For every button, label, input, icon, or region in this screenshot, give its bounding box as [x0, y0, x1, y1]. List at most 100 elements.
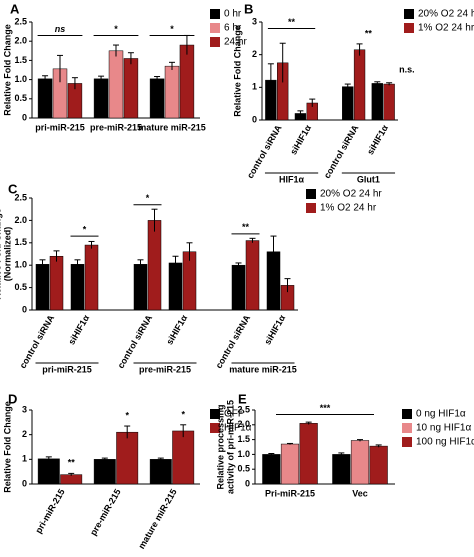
- x-tick-label: Vec: [352, 488, 368, 498]
- y-tick-label: 3: [252, 16, 257, 26]
- y-tick-label: 0.5: [14, 282, 27, 292]
- bar: [168, 262, 183, 311]
- y-tick-label: 1.0: [14, 74, 27, 84]
- x-tick-label: mature miR-215: [136, 487, 178, 550]
- legend-swatch: [404, 23, 414, 33]
- y-tick-label: 2.5: [237, 404, 250, 414]
- x-tick-label: pre-miR-215: [88, 487, 123, 537]
- y-tick-label: 1.0: [237, 449, 250, 459]
- group-label: pre-miR-215: [139, 364, 191, 374]
- x-tick-label: siHIF1α: [66, 313, 91, 347]
- bar: [245, 240, 260, 311]
- x-tick-label: siHIF1α: [365, 123, 390, 157]
- y-tick-label: 1.5: [237, 434, 250, 444]
- bar: [84, 244, 99, 311]
- y-tick-label: 2: [252, 49, 257, 59]
- bar: [299, 423, 318, 485]
- annotation: **: [242, 222, 250, 232]
- legend-label: 0 hr: [224, 9, 242, 20]
- y-axis-label: Relative Fold Change: [2, 24, 12, 116]
- legend-label: 24 hr: [224, 37, 247, 48]
- annotation: ns: [55, 24, 66, 34]
- bar: [149, 459, 172, 485]
- annotation: **: [68, 458, 76, 468]
- bar: [262, 454, 281, 485]
- legend-swatch: [210, 423, 220, 433]
- legend-swatch: [210, 23, 220, 33]
- panel-letter: E: [238, 391, 247, 406]
- y-tick-label: 0: [22, 112, 27, 122]
- annotation: *: [170, 24, 174, 34]
- annotation: ***: [320, 403, 331, 413]
- annotation: *: [146, 193, 150, 203]
- x-tick-label: siHIF1α: [288, 123, 313, 157]
- legend-swatch: [306, 203, 316, 213]
- y-tick-label: 2: [22, 429, 27, 439]
- group-label: HIF1α: [279, 174, 305, 184]
- y-tick-label: 0: [22, 478, 27, 488]
- legend-swatch: [402, 423, 412, 433]
- panel-letter: C: [8, 181, 18, 196]
- x-tick-label: mature miR-215: [138, 122, 206, 132]
- annotation: *: [125, 411, 129, 421]
- x-tick-label: pri-miR-215: [35, 122, 85, 132]
- bar: [49, 255, 64, 311]
- bar: [164, 65, 180, 119]
- bar: [280, 443, 300, 485]
- legend-label: 1% O2 24 hr: [320, 203, 377, 214]
- x-tick-label: siHIF1α: [262, 313, 287, 347]
- y-tick-label: 0.5: [14, 93, 27, 103]
- bar: [60, 474, 83, 485]
- bar: [116, 431, 139, 485]
- group-label: pri-miR-215: [42, 364, 92, 374]
- legend-swatch: [210, 37, 220, 47]
- bar: [37, 78, 53, 119]
- y-tick-label: 2.5: [14, 16, 27, 26]
- x-tick-label: control siRNA: [116, 313, 155, 370]
- bar: [383, 83, 395, 121]
- annotation: *: [83, 224, 87, 234]
- y-tick-label: 2.0: [14, 215, 27, 225]
- x-tick-label: pre-miR-215: [90, 122, 142, 132]
- y-tick-label: 2.0: [14, 36, 27, 46]
- bar: [133, 264, 148, 311]
- bar: [149, 78, 165, 119]
- legend-label: HIF1α: [224, 423, 252, 434]
- legend-label: 100 ng HIF1α: [416, 437, 474, 448]
- y-axis-label: (Normalized): [2, 227, 12, 282]
- y-axis-label: Relative Fold Change: [232, 25, 242, 117]
- bar: [231, 264, 246, 311]
- panel-letter: B: [244, 1, 253, 16]
- bar: [332, 454, 351, 485]
- y-tick-label: 0: [252, 114, 257, 124]
- x-tick-label: siHIF1α: [164, 313, 189, 347]
- annotation: *: [114, 24, 118, 34]
- bar: [108, 50, 124, 119]
- legend-swatch: [306, 189, 316, 199]
- bar: [179, 44, 195, 119]
- bar: [93, 459, 116, 485]
- y-tick-label: 1.5: [14, 55, 27, 65]
- y-axis-label: activity of pri-miR-215: [225, 400, 235, 494]
- y-tick-label: 2.5: [14, 192, 27, 202]
- bar: [93, 78, 109, 119]
- legend-label: 6 hr: [224, 23, 242, 34]
- legend-label: 1% O2 24 hr: [418, 23, 474, 34]
- y-tick-label: 0: [22, 304, 27, 314]
- annotation: *: [181, 409, 185, 419]
- bar: [353, 49, 366, 121]
- legend-swatch: [210, 409, 220, 419]
- x-tick-label: control siRNA: [245, 123, 284, 180]
- legend-label: GFP: [224, 409, 245, 420]
- bar: [172, 430, 195, 485]
- x-tick-label: Pri-miR-215: [265, 488, 315, 498]
- y-axis-label: Relative Fold Change: [0, 208, 2, 300]
- x-tick-label: pri-miR-215: [33, 487, 66, 535]
- annotation: **: [288, 17, 296, 27]
- bar: [70, 264, 85, 311]
- x-tick-label: control siRNA: [18, 313, 57, 370]
- y-tick-label: 1: [252, 82, 257, 92]
- legend-swatch: [404, 9, 414, 19]
- legend-label: 20% O2 24 hr: [418, 9, 474, 20]
